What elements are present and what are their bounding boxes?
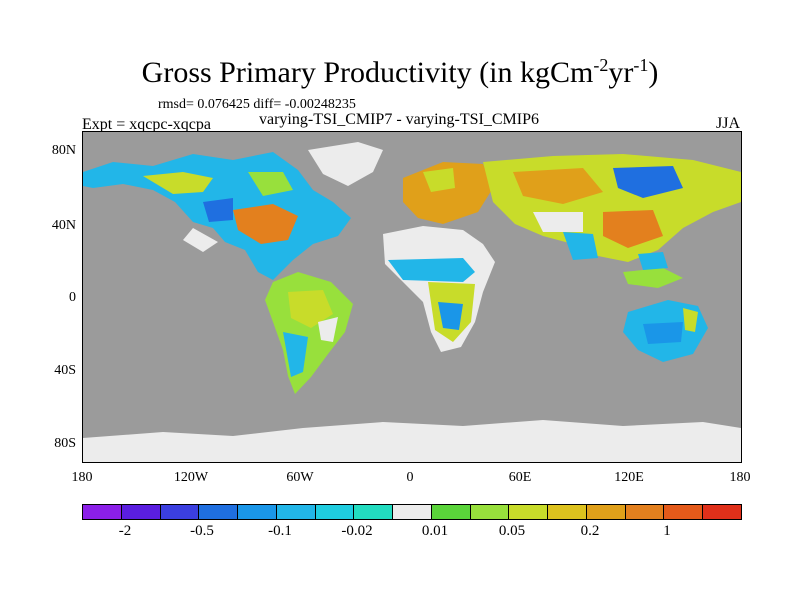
colorbar-label: -2 [118,523,132,539]
lon-label-0: 0 [406,470,414,485]
experiment-label: Expt = xqcpc-xqcpa [82,116,211,133]
colorbar-swatch [586,505,626,519]
colorbar-swatch [393,505,432,519]
colorbar-swatch [83,505,122,519]
map-panel [82,131,742,463]
colorbar-swatch [664,505,704,519]
land-south-america [265,272,353,394]
colorbar-swatch [199,505,239,519]
colorbar-label: 1 [663,523,671,539]
land-asia [483,154,741,262]
lat-label-80s: 80S [54,436,76,451]
colorbar-swatch [625,505,665,519]
title-exponent-2: -1 [633,55,649,75]
lat-label-40s: 40S [54,363,76,378]
lon-label-60w: 60W [286,470,314,485]
colorbar-label: 0.05 [498,523,526,539]
title-unit-2: yr [608,56,634,89]
lon-label-180w: 180 [71,470,93,485]
colorbar-swatch [160,505,200,519]
colorbar-swatch [703,505,742,519]
colorbar-swatch [354,505,394,519]
colorbar-swatch [276,505,316,519]
lon-label-180e: 180 [729,470,751,485]
colorbar-swatch [509,505,549,519]
subtitle-text: varying-TSI_CMIP7 - varying-TSI_CMIP6 [259,111,539,128]
title-close: ) [648,56,659,89]
lon-label-120w: 120W [173,470,209,485]
land-antarctica [83,420,741,462]
colorbar-swatch [548,505,587,519]
colorbar-swatch [121,505,161,519]
colorbar-label: -0.5 [190,523,214,539]
colorbar-swatch [315,505,355,519]
colorbar-swatch [238,505,277,519]
lat-label-0: 0 [69,290,76,305]
title-text: Gross Primary Productivity (in kgCm [141,56,594,89]
lat-label-80n: 80N [51,143,76,158]
lon-label-120e: 120E [614,470,644,485]
colorbar-label: 0.01 [421,523,449,539]
colorbar-label: -0.02 [341,523,373,539]
lon-label-60e: 60E [508,470,532,485]
map-title: Gross Primary Productivity (in kgCm-2yr-… [0,55,800,90]
title-exponent-1: -2 [593,55,609,75]
lat-label-40n: 40N [51,218,76,233]
colorbar-label: -0.1 [268,523,292,539]
season-label: JJA [715,115,740,132]
land-se-asia [623,268,683,288]
colorbar [82,504,742,520]
colorbar-swatch [431,505,471,519]
colorbar-label: 0.2 [580,523,600,539]
stats-text: rmsd= 0.076425 diff= -0.00248235 [158,97,356,112]
world-map [83,142,741,462]
land-greenland [308,142,383,186]
colorbar-swatch [470,505,510,519]
